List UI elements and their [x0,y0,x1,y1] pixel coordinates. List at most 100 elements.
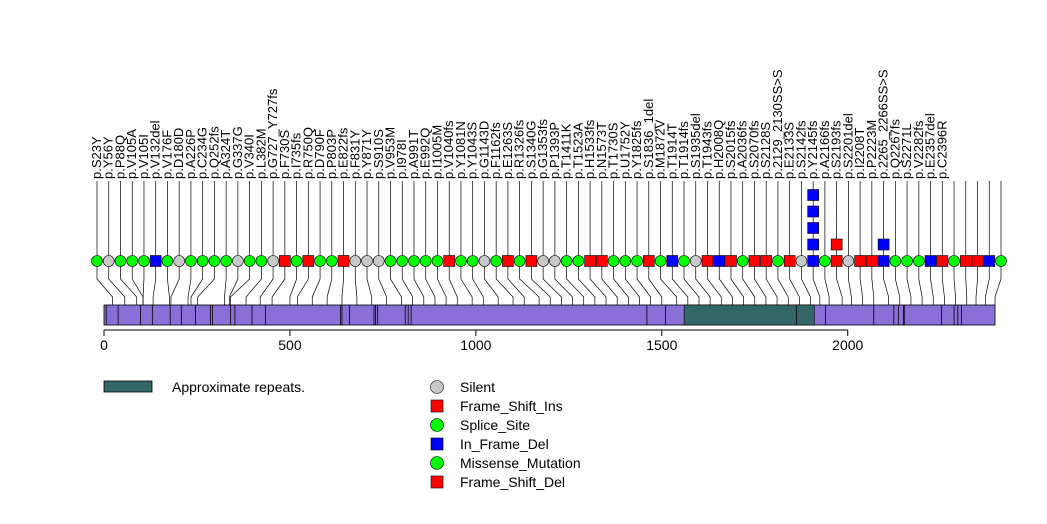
mutation-marker [302,255,315,267]
connector-line [660,261,678,305]
mutation-label: p.T1411K [559,123,574,179]
mutation-marker [513,255,526,267]
mutation-label: p.L382M [253,128,268,179]
connector-line [683,261,700,305]
connector-line [190,261,204,305]
mutation-marker [971,255,984,267]
mutation-label: p.I978I [394,139,409,179]
connector-line [152,261,157,305]
mutation-label: p.S1935del [688,113,703,179]
mutation-label: p.I735fs [289,132,304,179]
legend-domain-swatch [103,380,153,393]
mutation-label: p.S23Y [89,136,104,179]
connector-line [648,261,663,305]
connector-line [354,261,358,305]
x-axis-tick-label: 1000 [460,337,491,353]
mutation-marker [995,255,1007,267]
mutation-marker [713,255,726,267]
x-axis-tick-label: 1500 [646,337,677,353]
mutation-marker [208,255,221,267]
mutation-marker [807,238,819,251]
legend: Approximate repeats. Silent Frame_Shift_In… [103,379,581,490]
mutation-label: p.S2070fs [746,120,761,179]
mutation-marker [314,255,326,267]
connector-line [589,261,607,305]
x-axis-tick-label: 2000 [832,337,863,353]
mutation-marker [255,255,268,267]
mutation-marker [678,255,690,267]
mutation-marker [889,255,902,267]
mutation-label: p.S2015fs [723,120,738,179]
mutation-label: p.E822fs [336,127,351,179]
mutation-label: p.M1872V [653,119,668,179]
legend-label: In_Frame_Del [460,436,549,452]
mutation-marker [126,255,139,267]
legend-marker [430,437,444,451]
legend-marker [430,456,444,470]
mutation-label: p.E2133S [782,122,797,179]
mutation-marker [948,255,960,267]
legend-domain-label: Approximate repeats. [172,379,305,395]
connector-line [636,261,651,305]
mutation-marker [596,255,608,267]
mutation-label: p.R750Q [300,127,315,179]
mutation-marker [866,255,878,267]
mutation-label: p.Y1825fs [629,120,644,179]
mutation-marker [361,255,373,267]
mutation-marker [748,255,761,267]
mutation-label: p.R1326fs [512,119,527,179]
mutation-label: p.U1752Y [617,121,632,179]
mutation-marker [196,255,209,267]
mutation-label: p.T1914T [664,123,679,179]
connector-line [259,261,274,305]
connector-line [894,261,901,305]
mutation-label: p.S910S [371,129,386,179]
legend-label: Missense_Mutation [460,455,581,471]
mutation-marker [736,255,749,267]
mutation-marker [959,255,972,267]
mutation-marker [666,255,679,267]
mutation-label: p.V105I [136,134,151,179]
mutation-label: p.C2396R [934,120,949,179]
mutation-label: p.V105A [124,129,139,179]
connector-line [930,261,934,305]
connector-line [142,261,145,305]
connector-line [519,261,540,305]
connector-line [730,261,744,305]
connector-line [601,261,618,305]
mutation-marker [549,255,561,267]
mutation-marker [725,255,737,267]
connector-line [994,261,1002,305]
mutation-label: p.A2036fs [735,120,750,179]
mutation-marker [689,255,702,267]
connector-line [613,261,629,305]
connector-line [297,261,309,305]
mutation-label: p.V2282fs [911,120,926,179]
connector-line [484,261,499,305]
connector-line [413,261,425,305]
mutation-label: p.Q252fs [206,126,221,179]
x-axis-tick-label: 500 [278,337,302,353]
mutation-label-layer: p.S23Yp.Y56Yp.P88Qp.V105Ap.V105Ip.V132de… [89,69,949,179]
connector-line [566,261,585,305]
mutation-marker [607,255,620,267]
connector-line [507,261,525,305]
mutation-marker [901,255,913,267]
mutation-marker [842,255,855,267]
mutation-marker [349,255,362,267]
mutation-label: p.S1836_1del [641,99,656,179]
connector-line [390,261,402,305]
mutation-marker [807,205,819,218]
mutation-marker [560,255,573,267]
mutation-marker [983,255,996,267]
protein-track [103,304,996,326]
mutation-label: p.G1353fs [535,119,550,179]
mutation-label: p.V953M [383,127,398,179]
mutation-label: p.G1143D [476,121,491,179]
connector-line [975,261,978,305]
mutation-marker [701,255,714,267]
mutation-label: p.A226P [183,129,198,179]
connector-line [801,261,811,305]
connector-line [230,261,250,305]
mutation-label: p.Q2267fs [887,119,902,179]
